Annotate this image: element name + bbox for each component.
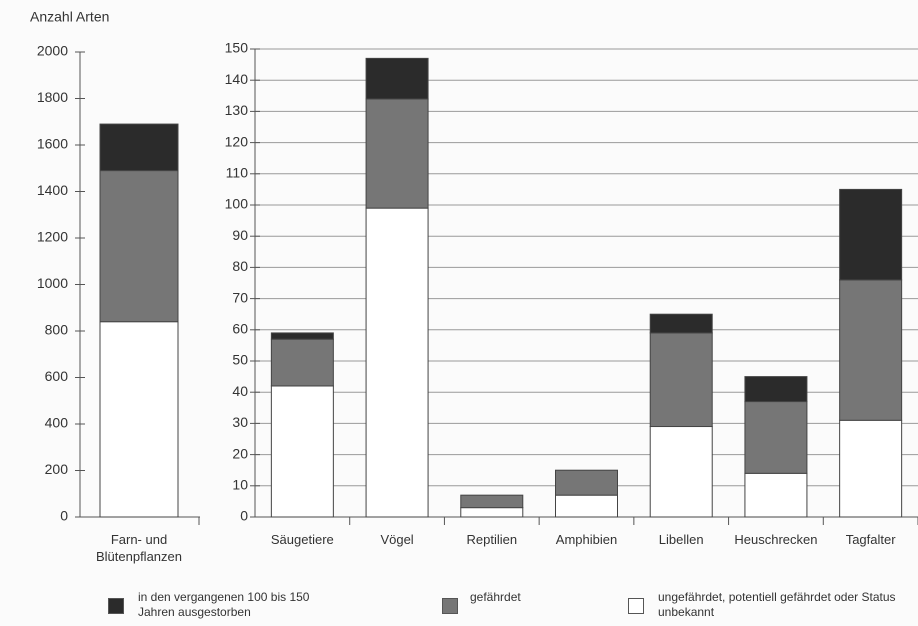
y-tick-label: 80 (232, 258, 248, 274)
bar-segment (556, 495, 618, 517)
bar-segment (271, 339, 333, 386)
y-tick-label: 40 (232, 383, 248, 399)
bar-segment (100, 171, 178, 322)
y-tick-label: 20 (232, 445, 248, 461)
bar-segment (366, 208, 428, 517)
bar-segment (650, 333, 712, 427)
x-tick-label: Libellen (631, 531, 731, 548)
bar-segment (745, 402, 807, 474)
bar-segment (840, 189, 902, 279)
y-tick-label: 110 (226, 165, 249, 181)
bar-segment (556, 470, 618, 495)
x-tick-label: Vögel (347, 531, 447, 548)
legend-label: in den vergangenen 100 bis 150 Jahren au… (138, 590, 338, 620)
y-tick-label: 1400 (37, 182, 68, 198)
y-tick-label: 50 (232, 352, 248, 368)
bar-segment (100, 322, 178, 517)
legend-swatch (442, 598, 458, 614)
y-tick-label: 600 (45, 368, 69, 384)
y-tick-label: 100 (225, 196, 249, 212)
y-tick-label: 90 (232, 227, 248, 243)
legend-label: gefährdet (470, 590, 590, 605)
bar-segment (840, 280, 902, 420)
y-tick-label: 1600 (37, 136, 68, 152)
legend-swatch (108, 598, 124, 614)
x-tick-label: Heuschrecken (726, 531, 826, 548)
bar-segment (100, 124, 178, 171)
y-tick-label: 30 (232, 414, 248, 430)
y-axis-label: Anzahl Arten (30, 9, 109, 25)
bar-segment (650, 314, 712, 333)
y-tick-label: 0 (240, 508, 248, 524)
y-tick-label: 0 (60, 508, 68, 524)
y-tick-label: 2000 (37, 43, 68, 59)
page: Anzahl Arten 020040060080010001200140016… (0, 0, 918, 626)
x-tick-label: Amphibien (537, 531, 637, 548)
x-tick-label: Tagfalter (821, 531, 918, 548)
y-tick-label: 60 (232, 321, 248, 337)
x-tick-label: Reptilien (442, 531, 542, 548)
x-tick-label: Farn- und Blütenpflanzen (89, 531, 189, 565)
y-tick-label: 140 (225, 71, 249, 87)
y-tick-label: 130 (225, 102, 249, 118)
bar-segment (840, 420, 902, 517)
bar-segment (366, 58, 428, 99)
bar-segment (271, 333, 333, 339)
legend-swatch (628, 598, 644, 614)
y-tick-label: 400 (45, 415, 69, 431)
y-tick-label: 10 (232, 477, 248, 493)
bar-segment (650, 427, 712, 517)
bar-segment (366, 99, 428, 208)
y-tick-label: 1800 (37, 89, 68, 105)
bar-segment (461, 495, 523, 507)
x-tick-label: Säugetiere (252, 531, 352, 548)
legend-label: ungefährdet, potentiell gefährdet oder S… (658, 590, 918, 620)
y-tick-label: 800 (45, 322, 69, 338)
bar-segment (745, 377, 807, 402)
y-tick-label: 70 (232, 289, 248, 305)
y-tick-label: 200 (45, 461, 69, 477)
y-tick-label: 1200 (37, 229, 68, 245)
bar-segment (745, 473, 807, 517)
y-tick-label: 150 (225, 40, 249, 56)
bar-segment (271, 386, 333, 517)
y-tick-label: 1000 (37, 275, 68, 291)
bar-segment (461, 508, 523, 517)
y-tick-label: 120 (225, 133, 249, 149)
